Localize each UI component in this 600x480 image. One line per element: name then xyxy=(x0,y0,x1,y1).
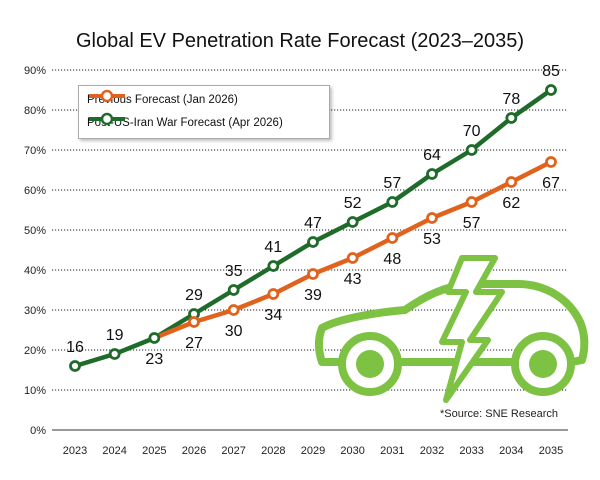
data-point-post-war xyxy=(505,112,518,124)
y-tick-label: 70% xyxy=(24,145,46,157)
y-tick-label: 90% xyxy=(24,65,46,77)
data-label-previous: 34 xyxy=(264,307,282,324)
data-point-previous xyxy=(346,252,359,264)
data-label-post-war: 70 xyxy=(463,123,481,140)
chart-title: Global EV Penetration Rate Forecast (202… xyxy=(75,30,525,52)
data-label-previous: 57 xyxy=(463,215,481,232)
x-tick-label: 2023 xyxy=(63,445,87,457)
data-point-post-war xyxy=(267,260,280,272)
data-label-post-war: 23 xyxy=(145,351,163,368)
data-label-post-war: 85 xyxy=(542,63,560,80)
data-label-post-war: 47 xyxy=(304,215,322,232)
x-tick-label: 2031 xyxy=(380,445,404,457)
y-tick-label: 40% xyxy=(24,265,46,277)
y-tick-label: 60% xyxy=(24,185,46,197)
x-tick-label: 2029 xyxy=(301,445,325,457)
x-axis: 2023 2024 2025 2026 2027 2028 2029 2030 2031 2032… xyxy=(63,445,563,457)
source-note: *Source: SNE Research xyxy=(440,408,558,420)
data-label-previous: 48 xyxy=(383,251,401,268)
x-tick-label: 2027 xyxy=(221,445,245,457)
data-label-post-war: 57 xyxy=(383,175,401,192)
data-point-post-war xyxy=(426,168,438,180)
data-point-previous xyxy=(465,196,478,208)
data-point-previous xyxy=(505,176,518,188)
legend-swatch-post-war xyxy=(89,112,125,126)
x-tick-label: 2032 xyxy=(420,445,444,457)
x-tick-label: 2034 xyxy=(499,445,523,457)
car-front-hub xyxy=(356,350,384,378)
y-tick-label: 20% xyxy=(24,345,46,357)
data-label-post-war: 52 xyxy=(344,195,362,212)
x-tick-label: 2028 xyxy=(261,445,285,457)
data-point-previous xyxy=(426,212,438,224)
data-point-previous xyxy=(386,232,399,244)
series-points xyxy=(69,84,557,372)
data-point-post-war xyxy=(307,236,319,248)
car-body-outline xyxy=(315,280,589,366)
data-label-post-war: 64 xyxy=(423,147,441,164)
data-label-previous: 27 xyxy=(185,335,203,352)
data-label-post-war: 35 xyxy=(225,263,243,280)
data-point-previous xyxy=(227,304,240,316)
data-point-previous xyxy=(188,316,200,328)
data-labels: 16 19 23 29 35 41 47 52 57 64 70 78 85 27 30 34 39 43 48 53… xyxy=(66,63,560,368)
y-tick-label: 50% xyxy=(24,225,46,237)
y-tick-label: 0% xyxy=(30,425,46,437)
x-tick-label: 2024 xyxy=(102,445,126,457)
data-point-previous xyxy=(307,268,319,280)
data-point-post-war xyxy=(227,284,240,296)
data-label-post-war: 19 xyxy=(106,327,124,344)
data-point-post-war xyxy=(465,144,478,156)
legend-item-post-war: Post-US-Iran War Forecast (Apr 2026) xyxy=(87,112,283,134)
lightning-bolt xyxy=(439,255,505,403)
x-tick-label: 2025 xyxy=(142,445,166,457)
data-label-post-war: 78 xyxy=(502,91,520,108)
data-label-previous: 67 xyxy=(542,175,560,192)
car-rear-hub xyxy=(529,350,557,378)
data-point-post-war xyxy=(346,216,359,228)
data-point-post-war xyxy=(545,84,557,96)
data-label-previous: 30 xyxy=(225,323,243,340)
y-tick-label: 80% xyxy=(24,105,46,117)
x-tick-label: 2033 xyxy=(459,445,483,457)
y-axis: 0% 10% 20% 30% 40% 50% 60% 70% 80% 90% xyxy=(24,65,46,437)
data-point-post-war xyxy=(148,332,161,344)
data-point-post-war xyxy=(108,348,121,360)
legend: Previous Forecast (Jan 2026) Post-US-Ira… xyxy=(78,85,330,139)
y-tick-label: 10% xyxy=(24,385,46,397)
legend-label-post-war: Post-US-Iran War Forecast (Apr 2026) xyxy=(87,117,283,129)
data-label-previous: 62 xyxy=(502,195,520,212)
x-tick-label: 2030 xyxy=(340,445,364,457)
data-label-post-war: 41 xyxy=(264,239,282,256)
data-label-previous: 53 xyxy=(423,231,441,248)
data-label-previous: 43 xyxy=(344,271,362,288)
x-tick-label: 2035 xyxy=(539,445,563,457)
green-car-with-lightning-bolt-icon xyxy=(315,255,589,403)
data-point-previous xyxy=(267,288,280,300)
data-point-previous xyxy=(545,156,557,168)
data-label-previous: 39 xyxy=(304,287,322,304)
data-label-post-war: 16 xyxy=(66,339,84,356)
x-tick-label: 2026 xyxy=(182,445,206,457)
legend-swatch-previous xyxy=(89,89,125,103)
data-point-post-war xyxy=(386,196,399,208)
y-tick-label: 30% xyxy=(24,305,46,317)
data-point-post-war xyxy=(69,360,81,372)
data-label-post-war: 29 xyxy=(185,287,203,304)
legend-item-previous: Previous Forecast (Jan 2026) xyxy=(87,89,238,111)
